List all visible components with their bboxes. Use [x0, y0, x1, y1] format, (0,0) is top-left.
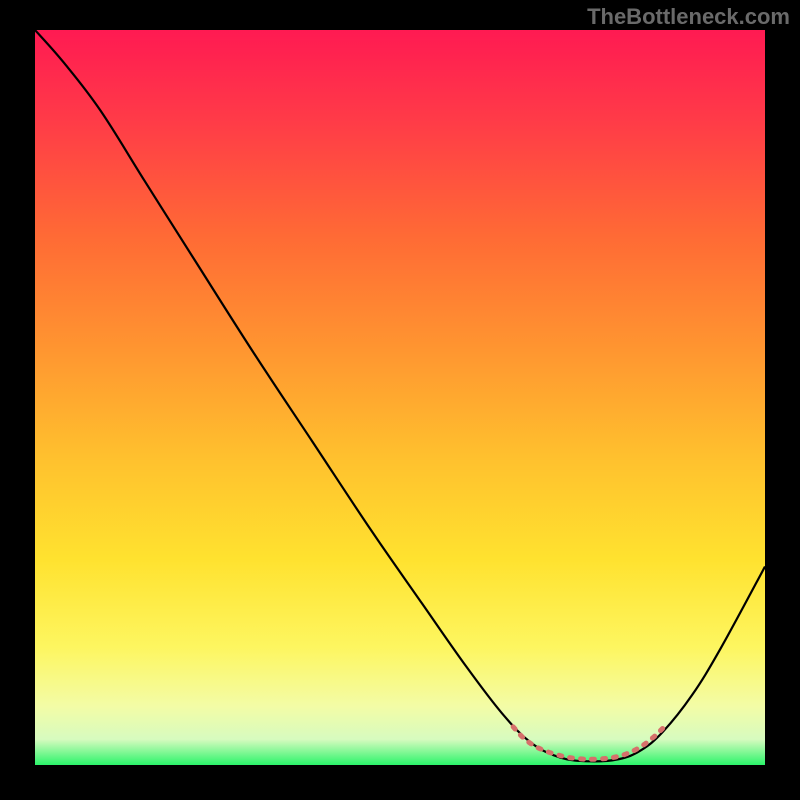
watermark-text: TheBottleneck.com — [587, 4, 790, 30]
gradient-bg — [35, 30, 765, 765]
chart-frame: { "watermark": "TheBottleneck.com", "cha… — [0, 0, 800, 800]
bottleneck-chart — [35, 30, 765, 765]
